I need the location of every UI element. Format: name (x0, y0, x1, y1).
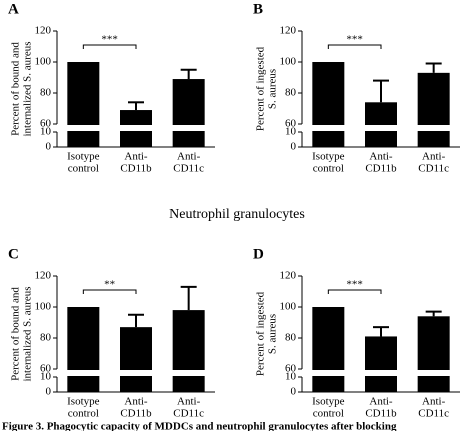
y-axis-label: S. aureus (267, 314, 279, 354)
panel: A Percent of bound and internalized S. aur… (8, 1, 217, 175)
y-tick-label: 80 (285, 332, 297, 344)
x-tick-label: CD11c (173, 163, 204, 175)
x-tick-label: Anti- (177, 396, 201, 408)
bar (172, 310, 205, 392)
y-axis-label: Percent of ingested (255, 46, 267, 131)
y-tick-label: 60 (285, 363, 297, 375)
y-tick-label: 60 (285, 118, 297, 130)
x-tick-label: Anti- (177, 151, 201, 163)
x-tick-label: Isotype (312, 396, 345, 408)
section-title: Neutrophil granulocytes (169, 207, 305, 222)
y-tick-label: 10 (285, 371, 297, 383)
axis-break (296, 125, 462, 131)
y-axis-label: Percent of bound and (10, 287, 22, 381)
x-tick-label: CD11b (365, 408, 397, 420)
y-tick-label: 60 (40, 118, 52, 130)
x-tick-label: CD11c (173, 408, 204, 420)
y-tick-label: 0 (291, 141, 297, 153)
significance-label: *** (101, 34, 118, 46)
x-tick-label: Anti- (369, 396, 393, 408)
x-tick-label: CD11b (120, 408, 152, 420)
y-tick-label: 80 (285, 87, 297, 99)
y-tick-label: 10 (40, 126, 52, 138)
x-tick-label: control (68, 163, 99, 175)
y-axis-label: Percent of bound and (10, 42, 22, 136)
significance-bracket (327, 44, 382, 49)
x-tick-label: Isotype (67, 151, 100, 163)
y-tick-label: 80 (40, 87, 52, 99)
x-tick-label: Isotype (67, 396, 100, 408)
bar (67, 307, 100, 392)
bar (417, 316, 450, 392)
y-tick-label: 100 (280, 301, 297, 313)
x-tick-label: Anti- (369, 151, 393, 163)
y-tick-label: 0 (46, 386, 52, 398)
x-tick-label: control (313, 408, 344, 420)
y-tick-label: 120 (280, 25, 297, 37)
x-tick-label: Anti- (124, 396, 148, 408)
significance-bracket (82, 289, 137, 294)
significance-bracket (327, 289, 382, 294)
y-axis-label: Percent of ingested (255, 291, 267, 376)
bar (312, 307, 345, 392)
panel: C Percent of bound and internalized S. aur… (8, 246, 217, 420)
x-tick-label: Anti- (124, 151, 148, 163)
x-tick-label: Isotype (312, 151, 345, 163)
axis-break (51, 370, 217, 376)
y-tick-label: 120 (35, 25, 52, 37)
y-tick-label: 10 (40, 371, 52, 383)
y-tick-label: 100 (35, 301, 52, 313)
bar (120, 327, 152, 392)
bar (67, 62, 100, 147)
bar (172, 79, 205, 147)
panel-label: B (253, 1, 263, 17)
x-tick-label: CD11b (120, 163, 152, 175)
x-tick-label: Anti- (422, 151, 446, 163)
panel-label: C (8, 246, 19, 262)
bar (365, 336, 397, 392)
axis-break (51, 125, 217, 131)
x-tick-label: control (313, 163, 344, 175)
y-axis-label: internalized S. aureus (22, 42, 34, 137)
axis-break (296, 370, 462, 376)
y-tick-label: 120 (35, 270, 52, 282)
bar (417, 72, 450, 147)
y-tick-label: 100 (280, 56, 297, 68)
panel-label: A (8, 1, 19, 17)
x-tick-label: CD11b (365, 163, 397, 175)
y-axis-label: internalized S. aureus (22, 287, 34, 382)
y-axis-label: S. aureus (267, 69, 279, 109)
x-tick-label: CD11c (418, 163, 449, 175)
y-tick-label: 10 (285, 126, 297, 138)
significance-bracket (82, 44, 137, 49)
y-tick-label: 60 (40, 363, 52, 375)
y-tick-label: 120 (280, 270, 297, 282)
y-tick-label: 0 (46, 141, 52, 153)
x-tick-label: CD11c (418, 408, 449, 420)
x-tick-label: control (68, 408, 99, 420)
y-tick-label: 80 (40, 332, 52, 344)
significance-label: *** (346, 279, 363, 291)
bar (312, 62, 345, 147)
panel-label: D (253, 246, 264, 262)
significance-label: ** (104, 279, 115, 291)
bar (365, 102, 397, 147)
y-tick-label: 100 (35, 56, 52, 68)
x-tick-label: Anti- (422, 396, 446, 408)
significance-label: *** (346, 34, 363, 46)
y-tick-label: 0 (291, 386, 297, 398)
caption: Figure 3. Phagocytic capacity of MDDCs a… (2, 421, 397, 431)
